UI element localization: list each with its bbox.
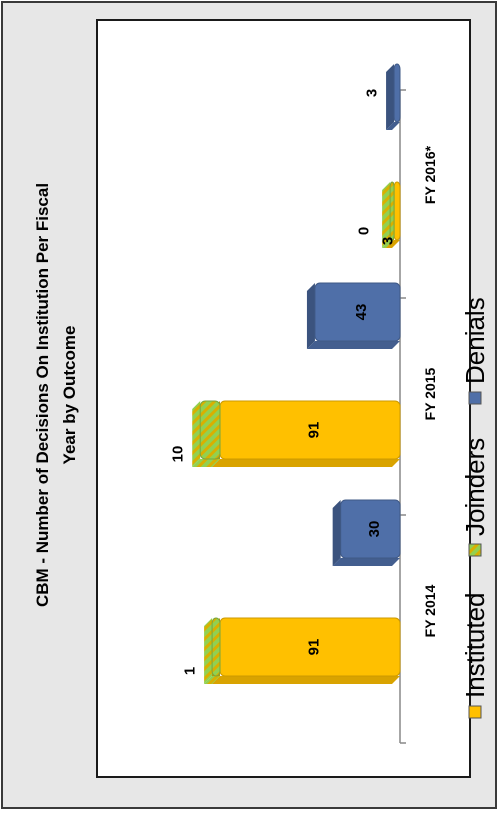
legend-swatch-denials <box>468 391 482 405</box>
legend-swatch-instituted <box>468 705 482 719</box>
bar-denials-side <box>332 558 400 566</box>
bar-instituted-side <box>212 459 400 467</box>
category-label: FY 2016* <box>422 145 438 204</box>
bar-joinders-depth <box>192 401 201 467</box>
legend-swatch-joinders <box>468 543 482 557</box>
data-label-instituted: 91 <box>306 422 323 439</box>
bar-joinders-side <box>382 240 395 248</box>
legend-label-joinders: Joinders <box>460 438 490 536</box>
bar-instituted <box>393 181 401 241</box>
bar-joinders <box>211 617 221 677</box>
bar-denials-side <box>386 122 400 130</box>
bar-denials <box>393 63 401 123</box>
bar-denials <box>340 499 401 559</box>
data-label-denials: 3 <box>364 89 381 97</box>
bar-instituted-side <box>212 676 400 684</box>
bar-joinders-depth <box>204 618 213 684</box>
bar-joinders <box>199 400 221 460</box>
bar-joinders-depth <box>382 182 391 248</box>
data-label-joinders: 0 <box>356 227 373 235</box>
bar-denials-depth <box>306 283 315 349</box>
legend-label-denials: Denials <box>460 297 490 384</box>
data-label-denials: 30 <box>366 521 383 538</box>
bar-joinders-side <box>192 459 220 467</box>
chart-title: CBM - Number of Decisions On Institution… <box>33 183 79 607</box>
data-label-denials: 43 <box>353 304 370 321</box>
bar-denials-depth <box>386 64 395 130</box>
bar-denials-side <box>306 341 400 349</box>
data-label-instituted: 91 <box>306 639 323 656</box>
category-label: FY 2015 <box>422 367 438 420</box>
category-label: FY 2014 <box>422 584 438 637</box>
bar-joinders <box>389 181 395 241</box>
bar-joinders-side <box>204 676 220 684</box>
data-label-joinders: 1 <box>182 667 199 675</box>
data-label-instituted: 3 <box>380 237 397 245</box>
legend: Instituted Joinders Denials <box>460 297 490 719</box>
bar-denials <box>314 282 401 342</box>
chart-title-line-1: CBM - Number of Decisions On Institution… <box>33 183 52 607</box>
legend-label-instituted: Instituted <box>460 592 490 698</box>
bar-denials-depth <box>332 500 341 566</box>
data-label-joinders: 10 <box>170 446 187 463</box>
chart-title-line-2: Year by Outcome <box>60 326 79 465</box>
bar-instituted-side <box>386 240 400 248</box>
